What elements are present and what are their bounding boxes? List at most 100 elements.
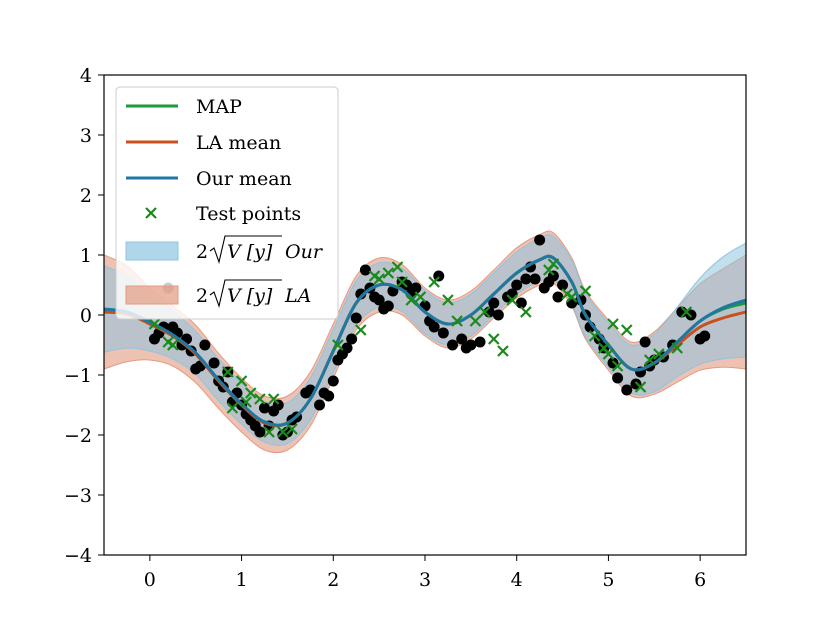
- test-point: [634, 381, 647, 393]
- legend-label-la-band: 2 V [y] LA: [196, 279, 311, 308]
- train-point: [167, 321, 179, 333]
- train-point: [630, 378, 642, 390]
- train-point: [350, 312, 362, 324]
- train-point: [465, 339, 477, 351]
- train-point: [327, 375, 339, 387]
- test-point: [167, 339, 179, 351]
- train-point: [355, 288, 367, 300]
- train-point: [515, 297, 527, 309]
- train-point: [612, 372, 624, 384]
- test-point: [602, 348, 615, 360]
- train-point: [529, 273, 541, 285]
- test-point: [653, 348, 665, 360]
- test-point: [680, 306, 693, 318]
- x-tick-label: 0: [144, 569, 156, 591]
- test-point: [497, 345, 509, 357]
- test-point: [671, 342, 683, 354]
- test-point: [442, 294, 454, 306]
- test-point: [226, 402, 239, 414]
- train-point: [447, 339, 459, 351]
- train-point: [474, 336, 486, 348]
- svg-text:LA: LA: [284, 285, 311, 307]
- test-point: [148, 318, 161, 330]
- svg-text:2: 2: [196, 285, 208, 307]
- test-point: [254, 393, 266, 405]
- train-point: [456, 333, 468, 345]
- test-point: [405, 294, 418, 306]
- test-point: [428, 276, 440, 288]
- test-point: [620, 324, 633, 336]
- train-point: [341, 342, 353, 354]
- x-tick-label: 1: [236, 569, 248, 591]
- train-point: [259, 402, 270, 414]
- train-point: [323, 390, 335, 402]
- test-point: [451, 315, 463, 327]
- legend-swatch-la-band: [125, 285, 179, 305]
- train-point: [607, 357, 619, 369]
- train-point: [557, 279, 569, 291]
- train-point: [520, 273, 532, 285]
- line-our-mean: [104, 254, 746, 427]
- train-point: [382, 300, 394, 312]
- test-point: [277, 426, 289, 438]
- x-tick-label: 2: [327, 569, 339, 591]
- train-point: [254, 426, 266, 438]
- y-tick-label: 4: [80, 65, 92, 87]
- test-point: [579, 285, 592, 297]
- train-point: [359, 264, 371, 276]
- y-tick-label: 2: [80, 185, 92, 207]
- legend-label-la-mean: LA mean: [196, 132, 281, 154]
- test-point: [469, 315, 482, 327]
- test-point: [547, 258, 560, 270]
- y-tick-label: −2: [64, 425, 92, 447]
- test-point: [240, 396, 252, 408]
- y-tick-label: 0: [80, 305, 92, 327]
- test-point: [267, 393, 280, 405]
- train-point: [346, 333, 358, 345]
- test-point: [332, 339, 344, 351]
- train-point: [511, 279, 523, 291]
- svg-text:V [y]: V [y]: [227, 241, 273, 263]
- y-tick-label: −1: [64, 365, 92, 387]
- legend: MAP LA mean Our mean Test points 2 V [y]…: [115, 86, 339, 320]
- legend-swatch-test-points: [145, 207, 157, 219]
- legend-label-our-mean: Our mean: [196, 168, 292, 190]
- train-point: [387, 285, 399, 297]
- train-point: [428, 321, 440, 333]
- test-point: [391, 261, 404, 273]
- test-point: [643, 354, 656, 366]
- train-point: [208, 357, 220, 369]
- test-point: [611, 360, 624, 372]
- train-point: [621, 384, 633, 396]
- x-tick-label: 5: [602, 569, 614, 591]
- svg-text:2: 2: [196, 241, 208, 263]
- train-point: [277, 429, 289, 441]
- legend-label-map: MAP: [196, 96, 242, 118]
- y-tick-label: 1: [80, 245, 92, 267]
- train-point: [488, 297, 500, 309]
- test-point: [396, 276, 408, 288]
- train-point: [552, 291, 564, 303]
- test-point: [520, 306, 532, 318]
- y-tick-label: 3: [80, 125, 92, 147]
- sqrt-sign-our: [209, 235, 282, 264]
- x-tick-label: 6: [694, 569, 706, 591]
- sqrt-sign-la: [209, 279, 282, 308]
- train-point: [373, 294, 385, 306]
- test-point: [565, 291, 578, 303]
- svg-text:Our: Our: [285, 241, 324, 263]
- train-point: [437, 327, 449, 339]
- legend-swatch-our-band: [125, 241, 179, 261]
- train-point: [199, 339, 211, 351]
- test-point: [414, 291, 427, 303]
- train-point: [314, 399, 326, 411]
- test-point: [506, 294, 518, 306]
- train-point: [401, 279, 413, 291]
- test-point: [478, 306, 491, 318]
- train-point: [492, 309, 504, 321]
- train-point: [699, 330, 711, 342]
- train-point: [410, 282, 422, 294]
- test-point: [607, 318, 619, 330]
- test-point: [263, 426, 275, 438]
